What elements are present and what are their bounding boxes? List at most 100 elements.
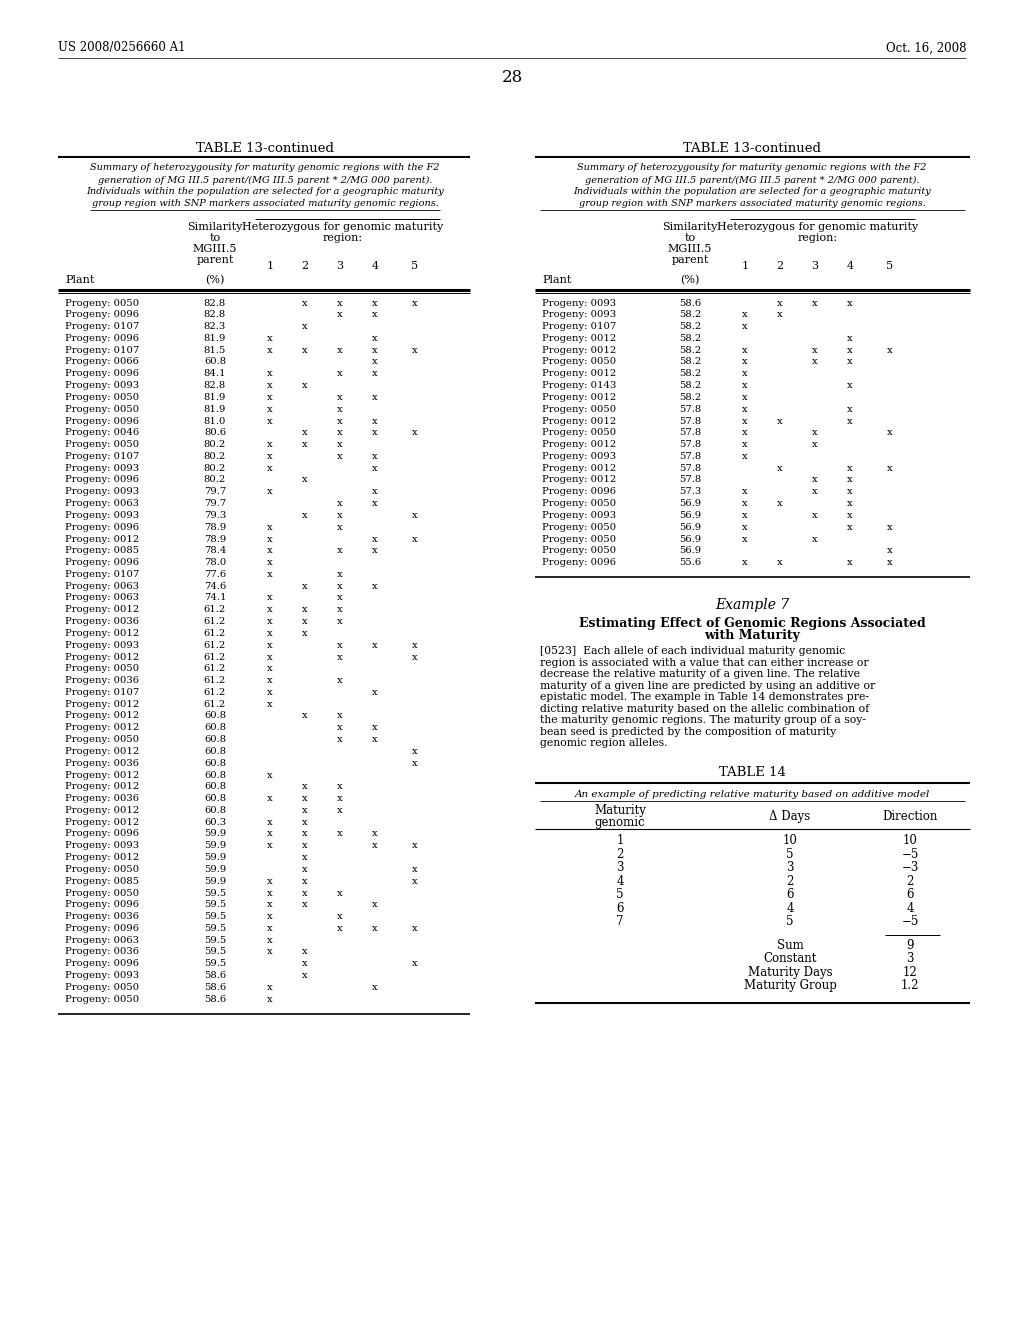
Text: x: x [742, 405, 748, 413]
Text: x: x [267, 606, 272, 614]
Text: x: x [267, 463, 272, 473]
Text: x: x [812, 475, 818, 484]
Text: x: x [372, 499, 378, 508]
Text: Progeny: 0050: Progeny: 0050 [65, 664, 139, 673]
Text: Progeny: 0012: Progeny: 0012 [542, 370, 616, 379]
Text: x: x [267, 664, 272, 673]
Text: x: x [267, 900, 272, 909]
Text: x: x [847, 558, 853, 568]
Text: x: x [337, 924, 343, 933]
Text: x: x [267, 688, 272, 697]
Text: x: x [742, 558, 748, 568]
Text: x: x [302, 876, 308, 886]
Text: An example of predicting relative maturity based on additive model: An example of predicting relative maturi… [574, 791, 930, 800]
Text: Progeny: 0050: Progeny: 0050 [542, 405, 616, 413]
Text: MGIII.5: MGIII.5 [668, 244, 712, 253]
Text: x: x [337, 417, 343, 425]
Text: x: x [302, 298, 308, 308]
Text: Progeny: 0096: Progeny: 0096 [65, 370, 139, 379]
Text: x: x [742, 535, 748, 544]
Text: x: x [372, 310, 378, 319]
Text: TABLE 13-continued: TABLE 13-continued [196, 141, 334, 154]
Text: 61.2: 61.2 [204, 618, 226, 626]
Text: x: x [887, 523, 893, 532]
Text: 59.5: 59.5 [204, 948, 226, 957]
Text: x: x [887, 558, 893, 568]
Text: 3: 3 [616, 862, 624, 874]
Text: Progeny: 0093: Progeny: 0093 [542, 511, 616, 520]
Text: Progeny: 0063: Progeny: 0063 [65, 594, 139, 602]
Text: Progeny: 0096: Progeny: 0096 [542, 487, 616, 496]
Text: 56.9: 56.9 [679, 499, 701, 508]
Text: x: x [337, 652, 343, 661]
Text: 57.8: 57.8 [679, 451, 701, 461]
Text: 10: 10 [782, 834, 798, 847]
Text: x: x [372, 983, 378, 991]
Text: x: x [847, 511, 853, 520]
Text: Maturity Days: Maturity Days [748, 966, 833, 979]
Text: Progeny: 0012: Progeny: 0012 [65, 783, 139, 791]
Text: Summary of heterozygousity for maturity genomic regions with the F2: Summary of heterozygousity for maturity … [578, 164, 927, 173]
Text: Progeny: 0093: Progeny: 0093 [65, 841, 139, 850]
Text: maturity of a given line are predicted by using an additive or: maturity of a given line are predicted b… [540, 681, 876, 690]
Text: Progeny: 0093: Progeny: 0093 [65, 381, 139, 391]
Text: Progeny: 0012: Progeny: 0012 [65, 771, 139, 780]
Text: 58.6: 58.6 [204, 995, 226, 1003]
Text: x: x [413, 428, 418, 437]
Text: 59.9: 59.9 [204, 829, 226, 838]
Text: x: x [812, 487, 818, 496]
Text: Progeny: 0046: Progeny: 0046 [65, 428, 139, 437]
Text: x: x [847, 487, 853, 496]
Text: 60.3: 60.3 [204, 817, 226, 826]
Text: x: x [267, 700, 272, 709]
Text: x: x [372, 417, 378, 425]
Text: Progeny: 0096: Progeny: 0096 [65, 523, 139, 532]
Text: 4: 4 [372, 261, 379, 271]
Text: 81.9: 81.9 [204, 334, 226, 343]
Text: x: x [413, 865, 418, 874]
Text: 60.8: 60.8 [204, 807, 226, 814]
Text: Example 7: Example 7 [715, 598, 790, 612]
Text: Similarity: Similarity [187, 222, 243, 232]
Text: generation of MG III.5 parent/(MG III.5 parent * 2/MG 000 parent).: generation of MG III.5 parent/(MG III.5 … [585, 176, 920, 185]
Text: x: x [742, 322, 748, 331]
Text: 59.9: 59.9 [204, 853, 226, 862]
Text: x: x [267, 983, 272, 991]
Text: Progeny: 0096: Progeny: 0096 [65, 829, 139, 838]
Text: x: x [267, 405, 272, 413]
Text: x: x [337, 640, 343, 649]
Text: Progeny: 0107: Progeny: 0107 [65, 322, 139, 331]
Text: 57.8: 57.8 [679, 463, 701, 473]
Text: x: x [777, 417, 782, 425]
Text: x: x [267, 523, 272, 532]
Text: x: x [302, 960, 308, 969]
Text: 82.8: 82.8 [204, 310, 226, 319]
Text: x: x [302, 475, 308, 484]
Text: Progeny: 0012: Progeny: 0012 [542, 346, 616, 355]
Text: Progeny: 0012: Progeny: 0012 [65, 535, 139, 544]
Text: 81.0: 81.0 [204, 417, 226, 425]
Text: 10: 10 [902, 834, 918, 847]
Text: 2: 2 [786, 875, 794, 888]
Text: x: x [372, 358, 378, 367]
Text: x: x [302, 428, 308, 437]
Text: Progeny: 0012: Progeny: 0012 [65, 700, 139, 709]
Text: x: x [413, 346, 418, 355]
Text: Progeny: 0050: Progeny: 0050 [542, 535, 616, 544]
Text: x: x [812, 428, 818, 437]
Text: with Maturity: with Maturity [705, 628, 800, 642]
Text: x: x [847, 381, 853, 391]
Text: x: x [413, 640, 418, 649]
Text: to: to [210, 234, 220, 243]
Text: 12: 12 [902, 966, 918, 979]
Text: x: x [847, 499, 853, 508]
Text: x: x [337, 676, 343, 685]
Text: 61.2: 61.2 [204, 628, 226, 638]
Text: 78.9: 78.9 [204, 535, 226, 544]
Text: 81.9: 81.9 [204, 405, 226, 413]
Text: Progeny: 0050: Progeny: 0050 [542, 428, 616, 437]
Text: x: x [337, 618, 343, 626]
Text: 56.9: 56.9 [679, 546, 701, 556]
Text: x: x [413, 535, 418, 544]
Text: 78.9: 78.9 [204, 523, 226, 532]
